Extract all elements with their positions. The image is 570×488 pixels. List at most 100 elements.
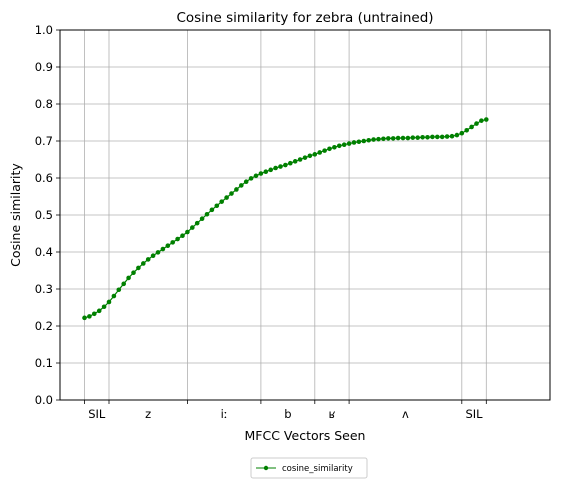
data-point — [376, 136, 381, 142]
x-tick-label: ʁ — [328, 407, 335, 421]
data-point — [101, 304, 107, 310]
data-point — [145, 257, 151, 262]
data-point — [194, 220, 200, 226]
x-axis-label: MFCC Vectors Seen — [245, 428, 366, 443]
data-point — [410, 135, 416, 140]
y-axis-ticks: 0.0 0.1 0.2 0.3 0.4 0.5 0.6 0.7 0.8 0.9 1.0 — [35, 23, 60, 407]
data-point — [87, 314, 92, 319]
x-tick-label: b — [284, 407, 291, 421]
data-point — [439, 134, 445, 140]
data-point — [425, 135, 430, 140]
data-point — [160, 246, 166, 252]
data-point — [288, 160, 293, 166]
data-point — [390, 136, 396, 141]
data-point — [170, 240, 175, 245]
y-tick-label: 0.2 — [35, 319, 53, 333]
data-point — [239, 183, 244, 188]
legend-marker — [263, 465, 269, 471]
data-point — [435, 134, 440, 140]
data-point — [106, 299, 112, 305]
data-point — [219, 199, 224, 204]
y-tick-label: 1.0 — [35, 23, 53, 37]
data-point — [484, 117, 489, 122]
x-tick-label: SIL — [465, 407, 483, 421]
data-point — [82, 315, 87, 321]
data-point — [327, 146, 332, 152]
data-point — [234, 187, 239, 192]
data-point — [155, 250, 161, 255]
data-point — [454, 132, 460, 138]
data-point — [346, 141, 352, 146]
data-point — [459, 130, 465, 136]
data-point — [317, 150, 323, 155]
data-point — [444, 134, 450, 139]
data-point — [307, 153, 313, 159]
data-point — [263, 169, 269, 175]
data-point — [96, 308, 102, 314]
data-point — [258, 171, 264, 176]
data-point — [283, 162, 288, 168]
data-point — [253, 173, 259, 179]
data-point — [297, 157, 303, 162]
data-point — [356, 139, 362, 145]
x-tick-label: z — [145, 407, 151, 421]
data-point — [92, 311, 97, 317]
data-point — [469, 124, 474, 130]
data-point — [292, 159, 298, 164]
data-point — [381, 136, 386, 142]
y-tick-label: 0.9 — [35, 60, 53, 74]
data-point — [341, 142, 347, 147]
series-layer — [82, 117, 489, 321]
data-point — [121, 281, 126, 287]
data-point — [243, 179, 249, 184]
data-point — [190, 225, 195, 230]
y-tick-label: 0.4 — [35, 245, 53, 259]
data-point — [209, 207, 215, 213]
data-point — [278, 164, 283, 169]
data-point — [126, 275, 131, 281]
data-point — [214, 203, 220, 209]
x-tick-label: iː — [221, 407, 228, 421]
y-tick-label: 0.5 — [35, 208, 53, 222]
data-point — [111, 293, 117, 299]
data-point — [449, 133, 455, 139]
data-point — [248, 176, 254, 181]
data-point — [302, 155, 308, 160]
x-tick-label: ʌ — [402, 407, 409, 421]
data-point — [371, 137, 376, 142]
data-point — [322, 148, 327, 153]
legend: cosine_similarity — [250, 457, 368, 479]
data-point — [400, 135, 406, 141]
data-point — [204, 211, 210, 217]
data-point — [165, 243, 171, 249]
data-point — [116, 287, 122, 293]
data-point — [185, 229, 190, 235]
data-point — [141, 261, 146, 266]
y-tick-label: 0.1 — [35, 356, 53, 370]
data-point — [415, 135, 421, 140]
grid — [60, 29, 550, 401]
data-point — [420, 135, 425, 140]
series-line — [84, 118, 487, 319]
data-point — [224, 195, 229, 200]
data-point — [312, 152, 318, 157]
legend-box — [250, 457, 368, 479]
y-tick-label: 0.7 — [35, 134, 53, 148]
data-point — [337, 143, 342, 149]
data-point — [131, 270, 136, 276]
data-point — [361, 138, 367, 144]
data-point — [474, 121, 479, 126]
data-point — [479, 118, 484, 123]
y-tick-label: 0.3 — [35, 282, 53, 296]
data-point — [395, 135, 401, 141]
data-point — [273, 165, 278, 171]
data-point — [199, 216, 205, 221]
legend-label: cosine_similarity — [282, 464, 353, 474]
data-point — [229, 191, 234, 196]
data-point — [268, 167, 274, 173]
y-axis-label: Cosine similarity — [8, 163, 23, 267]
x-tick-label: SIL — [88, 407, 106, 421]
chart-title: Cosine similarity for zebra (untrained) — [176, 10, 433, 26]
data-point — [405, 135, 411, 141]
